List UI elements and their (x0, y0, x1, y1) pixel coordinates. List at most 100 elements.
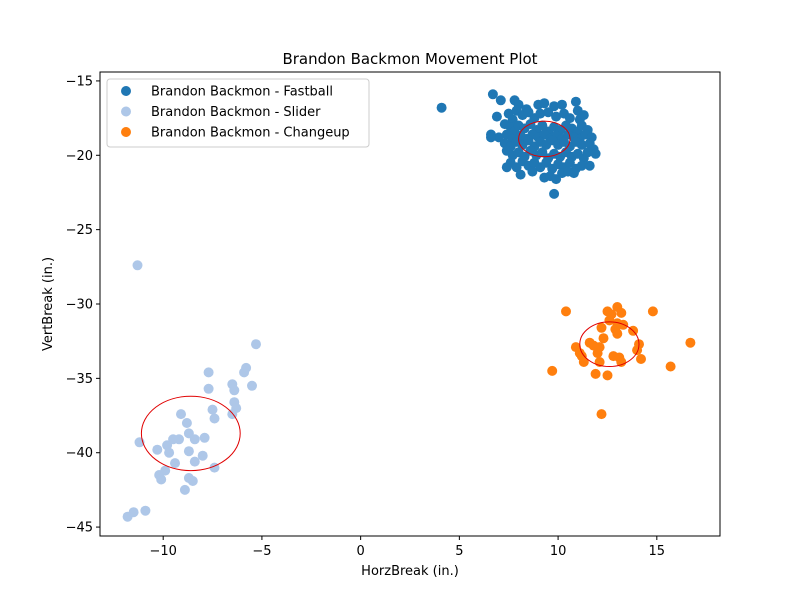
data-point (189, 456, 200, 467)
data-point (549, 188, 560, 199)
data-point (156, 474, 167, 485)
data-point (487, 89, 498, 100)
data-point (576, 160, 587, 171)
x-tick-label: −5 (252, 544, 271, 559)
data-point (561, 306, 571, 317)
y-tick-label: −45 (66, 521, 93, 536)
legend-marker (121, 86, 131, 96)
legend-entry-2: Brandon Backmon - Slider (121, 105, 321, 120)
x-tick-label: 5 (455, 544, 463, 559)
y-axis-label: VertBreak (in.) (41, 257, 56, 351)
cluster-ellipses (140, 120, 640, 472)
data-point (616, 357, 627, 367)
data-point (197, 450, 208, 461)
legend-entry-3: Brandon Backmon - Changeup (121, 126, 350, 141)
data-point (199, 432, 210, 443)
data-point (495, 95, 506, 106)
data-point (203, 367, 214, 378)
data-point (209, 413, 220, 424)
series-2-points (122, 260, 261, 522)
data-point (247, 380, 257, 391)
data-point (132, 260, 143, 271)
data-point (515, 169, 526, 180)
data-point (578, 357, 589, 367)
legend-box (106, 78, 370, 148)
data-point (590, 368, 601, 379)
data-point (501, 162, 512, 173)
data-point (187, 476, 198, 486)
data-point (229, 385, 240, 396)
data-point (164, 447, 175, 458)
data-point (632, 345, 643, 356)
data-point (582, 147, 593, 158)
x-tick-label: 0 (356, 544, 364, 559)
x-axis-ticks: −10 −5 0 5 10 15 (149, 536, 665, 559)
legend-label: Brandon Backmon - Changeup (151, 126, 350, 141)
data-point (604, 315, 615, 326)
data-point (570, 96, 581, 107)
data-point (596, 409, 607, 420)
data-point (602, 370, 613, 381)
data-point (685, 337, 696, 348)
data-point (665, 361, 676, 372)
data-point (179, 484, 190, 495)
data-point (584, 160, 595, 171)
data-point (564, 113, 575, 124)
x-tick-label: −10 (149, 544, 176, 559)
data-point (547, 365, 558, 376)
legend-entry-1: Brandon Backmon - Fastball (121, 85, 333, 100)
cluster-ellipse-3 (579, 321, 640, 368)
legend-label: Brandon Backmon - Slider (151, 105, 321, 120)
legend-label: Brandon Backmon - Fastball (151, 85, 333, 100)
y-tick-label: −40 (66, 446, 93, 461)
data-point (535, 108, 546, 119)
data-point (578, 110, 589, 121)
data-point (551, 111, 562, 122)
chart-title: Brandon Backmon Movement Plot (282, 50, 537, 68)
data-point (203, 383, 214, 394)
data-point (568, 168, 579, 179)
data-point (183, 446, 194, 457)
data-point (152, 444, 163, 455)
data-point (170, 458, 180, 469)
data-point (122, 511, 133, 522)
data-point (176, 409, 186, 420)
data-point (486, 132, 496, 143)
data-point (592, 348, 603, 359)
legend: Brandon Backmon - Fastball Brandon Backmo… (106, 78, 370, 148)
data-point (207, 404, 218, 415)
legend-marker (121, 127, 131, 137)
data-point (636, 354, 646, 364)
y-tick-label: −30 (66, 298, 93, 313)
data-point (596, 322, 607, 333)
data-point (616, 307, 627, 318)
x-axis-label: HorzBreak (in.) (361, 564, 459, 579)
data-point (647, 306, 658, 317)
data-point (543, 107, 554, 118)
data-point (189, 434, 200, 445)
cluster-ellipse-1 (518, 120, 571, 158)
data-point (239, 367, 250, 378)
data-point (557, 99, 567, 110)
data-point (576, 139, 587, 150)
data-point (140, 505, 151, 516)
cluster-ellipse-2 (140, 395, 241, 472)
data-point (491, 111, 502, 122)
data-point (436, 102, 447, 113)
x-tick-label: 10 (550, 544, 567, 559)
data-point (612, 328, 623, 339)
y-axis-ticks: −15 −20 −25 −30 −35 −40 −45 (66, 74, 100, 536)
y-tick-label: −25 (66, 223, 93, 238)
data-point (181, 418, 192, 428)
data-point (598, 333, 609, 344)
y-tick-label: −15 (66, 74, 93, 89)
x-tick-label: 15 (649, 544, 666, 559)
data-point (527, 166, 538, 177)
y-tick-label: −35 (66, 372, 93, 387)
legend-marker (121, 106, 131, 117)
data-point (251, 339, 261, 350)
series-1-points (436, 89, 601, 199)
y-tick-label: −20 (66, 149, 93, 164)
data-point (590, 148, 601, 159)
